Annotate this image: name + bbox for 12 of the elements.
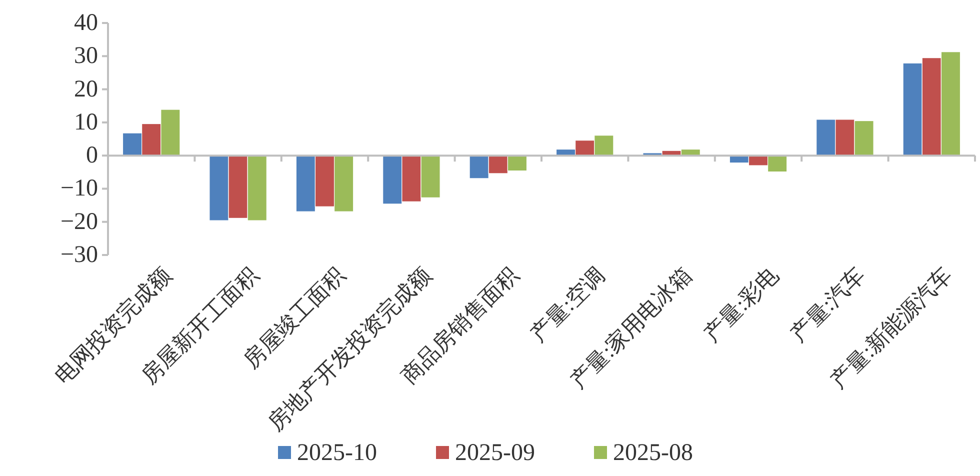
y-tick-label: 20 [74, 76, 98, 102]
y-tick-label: 30 [74, 43, 98, 70]
legend-label: 2025-08 [613, 440, 693, 466]
y-tick-label: 40 [74, 10, 98, 36]
y-tick-label: 0 [86, 142, 98, 169]
legend-label: 2025-10 [297, 440, 377, 466]
y-tick-label: −30 [60, 242, 98, 268]
x-tick-label: 产量:彩电 [698, 262, 784, 346]
y-tick-label: −20 [60, 208, 98, 235]
y-tick-label: −10 [60, 176, 98, 202]
legend-label: 2025-09 [455, 440, 535, 466]
y-tick-label: 10 [74, 109, 98, 136]
